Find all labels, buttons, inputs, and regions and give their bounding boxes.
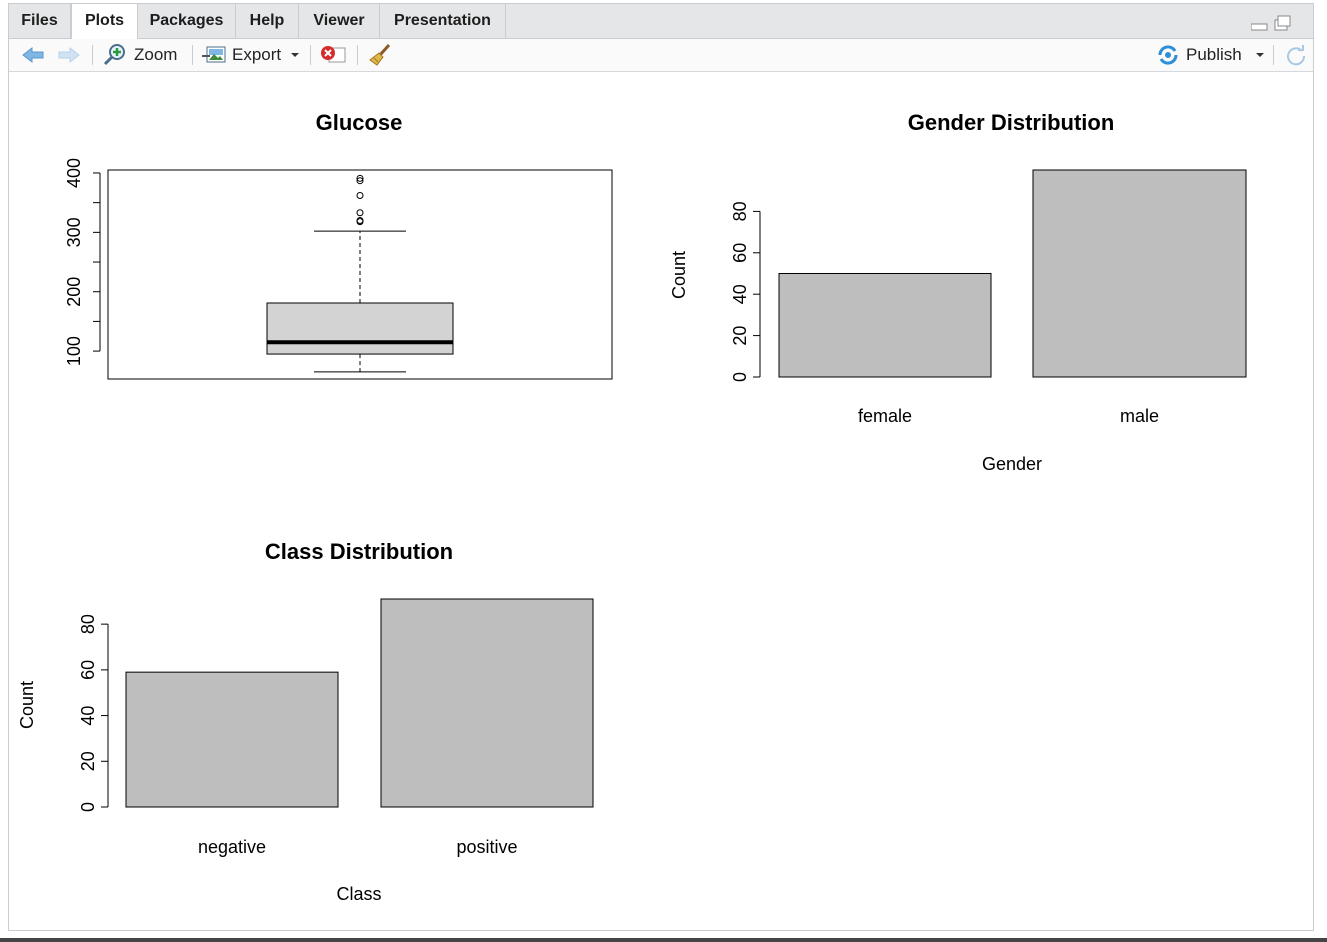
- plots-toolbar: Zoom Export: [9, 39, 1313, 72]
- toolbar-separator: [310, 45, 311, 65]
- publish-button[interactable]: Publish: [1156, 39, 1268, 71]
- bar: [778, 273, 992, 378]
- gender-bar-chart: Gender Distribution Count Gender 0 20 40 60…: [669, 110, 1247, 474]
- zoom-button[interactable]: Zoom: [103, 39, 177, 71]
- tab-presentation[interactable]: Presentation: [380, 4, 506, 38]
- chart-title: Glucose: [316, 110, 403, 135]
- y-tick-label: 40: [78, 706, 98, 726]
- x-tick-label: negative: [198, 837, 266, 857]
- chart-title: Gender Distribution: [908, 110, 1115, 135]
- y-tick-label: 0: [78, 802, 98, 812]
- x-tick-label: female: [858, 406, 912, 426]
- bar: [125, 671, 339, 808]
- y-tick-label: 60: [730, 243, 750, 263]
- x-tick-label: male: [1120, 406, 1159, 426]
- minimize-pane-icon[interactable]: [1250, 23, 1268, 31]
- arrow-left-icon: [22, 46, 44, 64]
- outlier-point: [356, 209, 364, 217]
- magnifier-icon: [103, 44, 125, 66]
- toolbar-separator: [192, 45, 193, 65]
- toolbar-separator: [92, 45, 93, 65]
- y-tick-label: 20: [78, 751, 98, 771]
- y-tick-label: 20: [730, 326, 750, 346]
- bottom-edge: [0, 938, 1327, 942]
- refresh-button[interactable]: [1283, 39, 1309, 71]
- y-tick-label: 100: [64, 336, 84, 366]
- chevron-down-icon: [1255, 53, 1264, 57]
- x-axis-title: Class: [336, 884, 381, 904]
- tab-help[interactable]: Help: [236, 4, 299, 38]
- clear-all-plots-button[interactable]: [366, 39, 394, 71]
- refresh-icon: [1287, 45, 1306, 66]
- toolbar-separator: [1273, 45, 1274, 65]
- y-tick-label: 40: [730, 284, 750, 304]
- chart-title: Class Distribution: [265, 539, 453, 564]
- plot-viewer: Glucose 100 200 300 400 Gender Distribution…: [9, 72, 1313, 930]
- pane-tab-bar: Files Plots Packages Help Viewer Present…: [9, 4, 1313, 39]
- outlier-point: [356, 177, 364, 185]
- publish-icon: [1158, 45, 1178, 65]
- plot-frame: [107, 169, 613, 380]
- y-tick-label: 80: [78, 614, 98, 634]
- export-button[interactable]: Export: [201, 39, 303, 71]
- y-tick-label: 80: [730, 201, 750, 221]
- forward-button[interactable]: [55, 39, 83, 71]
- outlier-point: [356, 192, 364, 200]
- tab-packages[interactable]: Packages: [138, 4, 236, 38]
- remove-plot-icon: [321, 46, 346, 63]
- export-image-icon: [202, 46, 226, 63]
- y-tick-label: 0: [730, 372, 750, 382]
- remove-plot-button[interactable]: [318, 39, 348, 71]
- tab-viewer[interactable]: Viewer: [299, 4, 380, 38]
- iqr-box: [266, 302, 454, 355]
- chevron-down-icon: [291, 53, 300, 57]
- window-controls: [1250, 14, 1291, 34]
- back-button[interactable]: [19, 39, 47, 71]
- y-tick-label: 200: [64, 277, 84, 307]
- bar: [1032, 169, 1247, 378]
- y-axis-title: Count: [669, 251, 689, 299]
- y-axis-title: Count: [17, 681, 37, 729]
- y-tick-label: 300: [64, 217, 84, 247]
- bar: [380, 598, 594, 808]
- class-bar-chart: Class Distribution Count Class 0 20 40 60 80…: [17, 539, 594, 904]
- maximize-pane-icon[interactable]: [1274, 15, 1291, 31]
- export-label: Export: [232, 45, 282, 64]
- arrow-right-icon: [58, 46, 80, 64]
- y-tick-label: 60: [78, 660, 98, 680]
- tab-plots[interactable]: Plots: [71, 4, 138, 39]
- tab-files[interactable]: Files: [9, 4, 71, 38]
- x-axis-title: Gender: [982, 454, 1042, 474]
- outlier-point: [356, 174, 364, 182]
- publish-label: Publish: [1186, 45, 1242, 64]
- glucose-boxplot: Glucose 100 200 300 400: [64, 110, 613, 380]
- x-tick-label: positive: [456, 837, 517, 857]
- zoom-label: Zoom: [134, 45, 178, 64]
- y-tick-label: 400: [64, 158, 84, 188]
- broom-icon: [369, 43, 391, 66]
- toolbar-separator: [357, 45, 358, 65]
- outlier-point: [356, 216, 364, 224]
